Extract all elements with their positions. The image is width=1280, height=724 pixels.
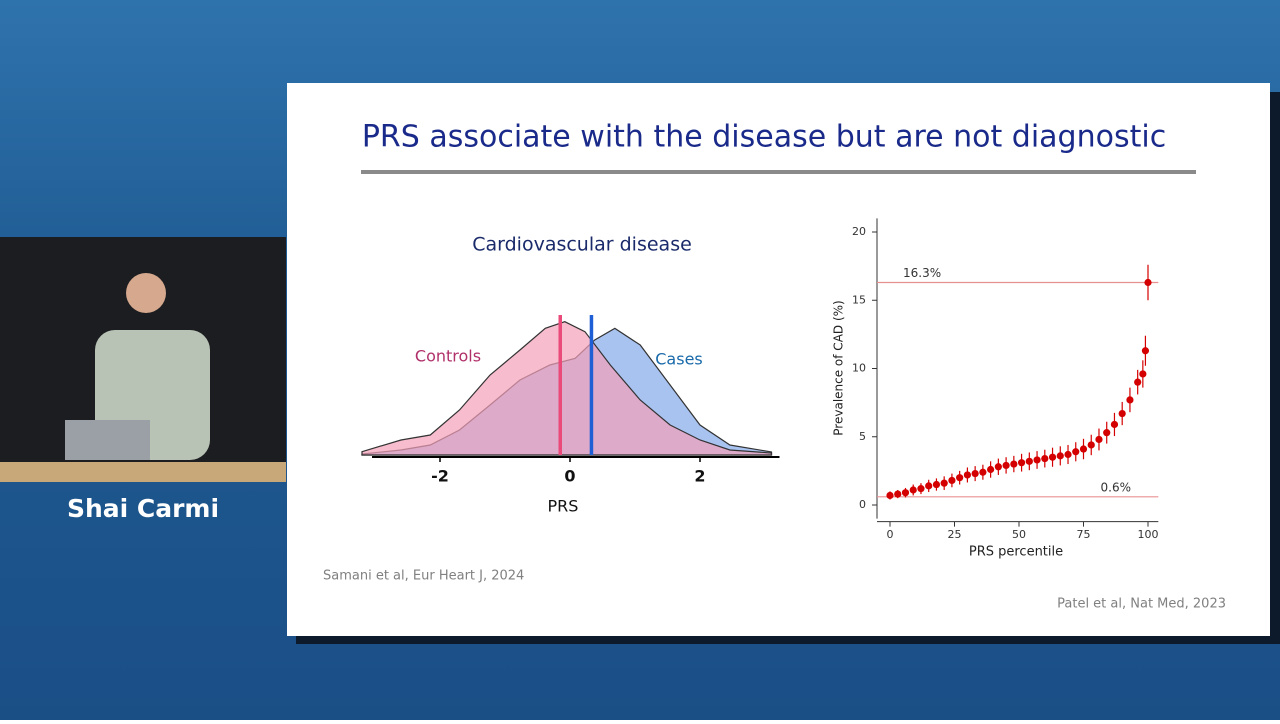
point (1087, 441, 1095, 449)
y-tick-label: 15 (852, 293, 866, 306)
point (1144, 278, 1152, 287)
speaker-name: Shai Carmi (67, 494, 219, 523)
point (1072, 448, 1080, 456)
point (979, 468, 987, 476)
point (1064, 450, 1072, 459)
point (1095, 435, 1103, 444)
point (1033, 456, 1041, 464)
x-tick-label: 100 (1138, 528, 1159, 541)
y-tick-label: 0 (859, 498, 866, 511)
laptop (65, 420, 150, 460)
point (1041, 454, 1049, 463)
legend-label: Cases (655, 350, 703, 369)
slide-title: PRS associate with the disease but are n… (362, 120, 1166, 155)
x-axis-label: PRS (548, 497, 579, 516)
slide (287, 83, 1270, 636)
point (1103, 429, 1111, 437)
citation: Patel et al, Nat Med, 2023 (1057, 597, 1226, 612)
point (925, 482, 933, 490)
point (987, 465, 995, 474)
x-tick-label: 0 (887, 528, 894, 541)
reference-label: 16.3% (903, 266, 941, 280)
y-tick-label: 5 (859, 430, 866, 443)
point (1079, 445, 1088, 453)
y-tick-label: 20 (852, 225, 866, 238)
x-tick-label: -2 (431, 467, 449, 486)
point (894, 490, 902, 498)
point (932, 480, 941, 489)
x-tick-label: 25 (948, 528, 962, 541)
legend-label: Controls (415, 347, 481, 366)
point (956, 474, 964, 482)
point (886, 491, 894, 500)
x-tick-label: 50 (1012, 528, 1026, 541)
point (1134, 378, 1142, 386)
density-area (361, 321, 773, 456)
x-axis-label: PRS percentile (969, 545, 1063, 560)
point (948, 476, 956, 485)
point (1139, 370, 1147, 378)
speaker-head (126, 273, 166, 313)
point (1110, 420, 1119, 429)
reference-label: 0.6% (1101, 480, 1132, 494)
point (1141, 347, 1150, 355)
point (1002, 461, 1010, 470)
y-axis-label: Prevalence of CAD (%) (832, 300, 846, 435)
point (1010, 460, 1018, 468)
point (1056, 452, 1064, 460)
citation: Samani et al, Eur Heart J, 2024 (323, 569, 524, 584)
point (901, 489, 910, 497)
point (1025, 457, 1033, 465)
point (917, 485, 925, 493)
video-desk (0, 462, 286, 482)
x-tick-label: 75 (1077, 528, 1091, 541)
point (909, 486, 917, 494)
point (971, 470, 979, 478)
point (940, 479, 948, 487)
point (963, 471, 972, 479)
point (994, 463, 1002, 471)
point (1017, 459, 1026, 467)
y-tick-label: 10 (852, 362, 866, 375)
point (1126, 396, 1134, 404)
x-tick-label: 0 (564, 467, 575, 486)
point (1118, 409, 1126, 418)
chart-title: Cardiovascular disease (472, 234, 692, 256)
point (1048, 453, 1057, 461)
x-tick-label: 2 (694, 467, 705, 486)
